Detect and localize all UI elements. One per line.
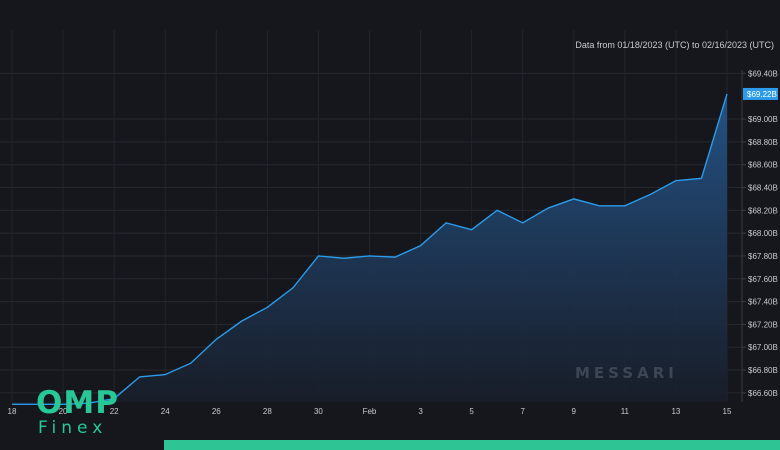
x-tick-label: 15 (723, 407, 732, 416)
x-tick-label: 24 (161, 407, 170, 416)
logo-line1: OMP (36, 385, 119, 421)
y-tick-label: $67.20B (748, 320, 778, 329)
y-tick-label: $67.60B (748, 275, 778, 284)
x-tick-label: 5 (469, 407, 474, 416)
x-tick-label: 9 (572, 407, 577, 416)
last-value-badge (743, 87, 778, 100)
x-tick-label: 3 (418, 407, 423, 416)
x-tick-label: 18 (8, 407, 17, 416)
y-tick-label: $68.40B (748, 184, 778, 193)
last-value-marker: $69.22B (743, 87, 778, 100)
messari-watermark: MESSARI (575, 364, 678, 382)
date-range-label: Data from 01/18/2023 (UTC) to 02/16/2023… (575, 40, 774, 50)
x-tick-label: 26 (212, 407, 221, 416)
y-tick-label: $67.00B (748, 343, 778, 352)
x-tick-label: 7 (520, 407, 525, 416)
x-tick-label: Feb (363, 407, 377, 416)
x-tick-label: 13 (671, 407, 680, 416)
logo-line2: Finex (38, 418, 108, 438)
y-tick-label: $66.80B (748, 366, 778, 375)
x-tick-label: 22 (110, 407, 119, 416)
x-tick-label: 30 (314, 407, 323, 416)
omp-finex-logo: OMP Finex (36, 385, 119, 438)
x-tick-label: 28 (263, 407, 272, 416)
y-tick-label: $67.80B (748, 252, 778, 261)
y-axis: $66.60B $66.80B $67.00B $67.20B $67.40B $67.6… (742, 69, 778, 398)
y-tick-label: $68.20B (748, 206, 778, 215)
series-area (12, 93, 727, 405)
bottom-accent-bar (164, 440, 780, 450)
x-axis: 18 20 22 24 26 28 30 Feb 3 5 7 9 11 13 15 (8, 407, 732, 416)
y-tick-label: $67.40B (748, 298, 778, 307)
y-tick-label: $68.80B (748, 138, 778, 147)
last-value-label: $69.22B (747, 90, 777, 99)
y-tick-label: $66.60B (748, 389, 778, 398)
y-tick-label: $69.40B (748, 69, 778, 78)
y-tick-label: $69.00B (748, 115, 778, 124)
y-tick-label: $68.00B (748, 229, 778, 238)
x-tick-label: 11 (621, 407, 630, 416)
x-tick-label: 20 (59, 407, 68, 416)
series-line (12, 93, 728, 405)
y-tick-label: $68.60B (748, 161, 778, 170)
